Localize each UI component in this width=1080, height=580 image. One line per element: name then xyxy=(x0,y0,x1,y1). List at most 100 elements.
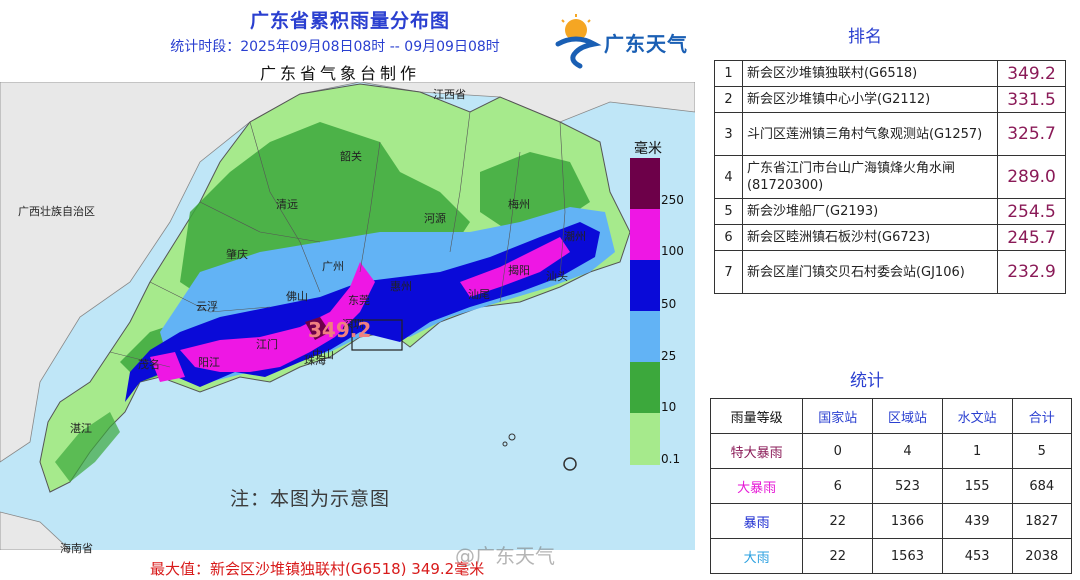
legend-color-swatch xyxy=(630,209,660,260)
map-agency: 广东省气象台制作 xyxy=(259,64,420,83)
table-cell: 2038 xyxy=(1011,538,1073,574)
table-cell: 1827 xyxy=(1011,503,1073,539)
place-label: 清远 xyxy=(276,198,298,211)
place-label: 江门 xyxy=(256,338,278,351)
rainfall-value: 232.9 xyxy=(997,250,1066,294)
table-row: 暴雨 22 1366 439 1827 xyxy=(709,503,1073,539)
table-row: 3 斗门区莲洲镇三角村气象观测站(G1257) 325.7 xyxy=(714,112,1066,156)
rainfall-color-legend xyxy=(630,158,660,465)
place-label: 佛山 xyxy=(286,290,308,303)
table-cell: 684 xyxy=(1011,468,1073,504)
legend-color-swatch xyxy=(630,260,660,311)
place-label: 汕尾 xyxy=(468,288,490,301)
table-row: 大雨 22 1563 453 2038 xyxy=(709,538,1073,574)
legend-color-swatch xyxy=(630,311,660,362)
map-note: 注：本图为示意图 xyxy=(230,488,391,510)
logo-text: 广东天气 xyxy=(604,32,688,56)
rainfall-value: 254.5 xyxy=(997,198,1066,225)
column-header: 国家站 xyxy=(802,398,874,434)
rain-level: 特大暴雨 xyxy=(709,433,804,469)
rain-level: 暴雨 xyxy=(709,503,804,539)
column-header: 雨量等级 xyxy=(709,398,804,434)
stats-heading: 统计 xyxy=(850,371,884,391)
table-row: 6 新会区睦洲镇石板沙村(G6723) 245.7 xyxy=(714,224,1066,251)
table-cell: 155 xyxy=(941,468,1013,504)
table-cell: 22 xyxy=(802,538,874,574)
table-cell: 1366 xyxy=(872,503,943,539)
station-name: 新会区沙堆镇中心小学(G2112) xyxy=(741,86,999,113)
max-value-caption: 最大值：新会区沙堆镇独联村(G6518) 349.2毫米 xyxy=(150,560,485,578)
rank-number: 1 xyxy=(714,60,743,87)
legend-color-swatch xyxy=(630,362,660,413)
place-label: 汕头 xyxy=(546,270,568,283)
rank-number: 6 xyxy=(714,224,743,251)
rainfall-map-panel: 广东省累积雨量分布图 统计时段：2025年09月08日08时 -- 09月09日… xyxy=(0,10,695,578)
place-label: 梅州 xyxy=(508,198,530,211)
rainfall-value: 289.0 xyxy=(997,155,1066,199)
station-name: 斗门区莲洲镇三角村气象观测站(G1257) xyxy=(741,112,999,156)
legend-tick: 250 xyxy=(661,193,684,207)
map-period: 统计时段：2025年09月08日08时 -- 09月09日08时 xyxy=(170,39,500,55)
rank-number: 2 xyxy=(714,86,743,113)
legend-color-swatch xyxy=(630,413,660,465)
table-row: 5 新会沙堆船厂(G2193) 254.5 xyxy=(714,198,1066,225)
table-row: 1 新会区沙堆镇独联村(G6518) 349.2 xyxy=(714,60,1066,87)
table-cell: 4 xyxy=(872,433,943,469)
watermark: @广东天气 xyxy=(455,544,555,568)
legend-tick: 10 xyxy=(661,400,677,414)
rank-number: 3 xyxy=(714,112,743,156)
table-cell: 453 xyxy=(941,538,1013,574)
place-label: 深圳 xyxy=(342,318,364,331)
column-header: 合计 xyxy=(1011,398,1073,434)
table-cell: 1563 xyxy=(872,538,943,574)
table-cell: 5 xyxy=(1011,433,1073,469)
place-label: 广州 xyxy=(322,260,344,273)
legend-color-swatch xyxy=(630,158,660,209)
place-label: 肇庆 xyxy=(226,248,248,261)
station-name: 新会沙堆船厂(G2193) xyxy=(741,198,999,225)
legend-tick: 100 xyxy=(661,244,684,258)
place-label: 珠海 xyxy=(304,354,326,367)
place-label: 湛江 xyxy=(70,422,92,435)
legend-tick: 0.1 xyxy=(661,452,681,466)
rain-level: 大雨 xyxy=(709,538,804,574)
station-name: 新会区崖门镇交贝石村委会站(GJ106) xyxy=(741,250,999,294)
place-label: 中山 xyxy=(312,348,334,361)
rainfall-value: 325.7 xyxy=(997,112,1066,156)
table-cell: 439 xyxy=(941,503,1013,539)
guangdong-weather-logo-icon xyxy=(555,14,602,69)
rank-number: 7 xyxy=(714,250,743,294)
guangdong-rainfall-map xyxy=(0,82,695,550)
place-label: 江西省 xyxy=(433,88,466,101)
stats-table: 雨量等级 国家站 区域站 水文站 合计 特大暴雨 0 4 1 5 大暴雨 6 5… xyxy=(709,398,1073,574)
rank-number: 4 xyxy=(714,155,743,199)
table-row: 7 新会区崖门镇交贝石村委会站(GJ106) 232.9 xyxy=(714,250,1066,294)
column-header: 水文站 xyxy=(941,398,1013,434)
map-title: 广东省累积雨量分布图 xyxy=(249,10,450,32)
rank-number: 5 xyxy=(714,198,743,225)
place-label: 茂名 xyxy=(138,358,160,371)
place-label: 云浮 xyxy=(196,300,218,313)
station-name: 新会区睦洲镇石板沙村(G6723) xyxy=(741,224,999,251)
table-header-row: 雨量等级 国家站 区域站 水文站 合计 xyxy=(709,398,1073,434)
place-label: 广西壮族自治区 xyxy=(18,205,95,218)
legend-tick: 50 xyxy=(661,297,677,311)
table-cell: 523 xyxy=(872,468,943,504)
place-label: 韶关 xyxy=(340,150,362,163)
place-label: 海南省 xyxy=(60,542,93,555)
ranking-heading: 排名 xyxy=(848,27,882,47)
place-label: 河源 xyxy=(424,212,446,225)
table-row: 特大暴雨 0 4 1 5 xyxy=(709,433,1073,469)
legend-unit: 毫米 xyxy=(634,141,662,157)
column-header: 区域站 xyxy=(872,398,943,434)
station-name: 新会区沙堆镇独联村(G6518) xyxy=(741,60,999,87)
rainfall-value: 331.5 xyxy=(997,86,1066,113)
place-label: 东莞 xyxy=(348,294,370,307)
rainfall-value: 245.7 xyxy=(997,224,1066,251)
hainan-land xyxy=(0,511,71,550)
table-cell: 0 xyxy=(802,433,874,469)
table-cell: 22 xyxy=(802,503,874,539)
place-label: 阳江 xyxy=(198,356,220,369)
table-row: 大暴雨 6 523 155 684 xyxy=(709,468,1073,504)
rain-level: 大暴雨 xyxy=(709,468,804,504)
